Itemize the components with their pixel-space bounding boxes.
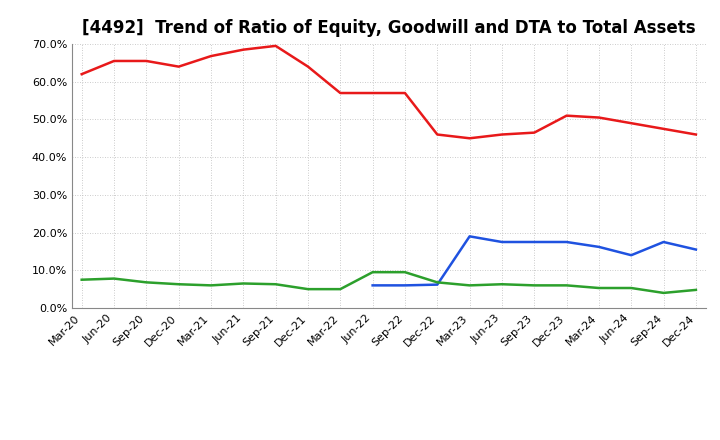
Line: Goodwill: Goodwill	[373, 236, 696, 286]
Equity	[77, 72, 86, 77]
Equity	[627, 121, 636, 126]
Title: [4492]  Trend of Ratio of Equity, Goodwill and DTA to Total Assets: [4492] Trend of Ratio of Equity, Goodwil…	[82, 19, 696, 37]
Goodwill	[465, 234, 474, 239]
Goodwill	[562, 239, 571, 245]
Equity	[174, 64, 183, 69]
Goodwill	[433, 282, 441, 287]
Deferred Tax Assets	[400, 270, 409, 275]
Equity	[660, 126, 668, 132]
Deferred Tax Assets	[660, 290, 668, 296]
Deferred Tax Assets	[174, 282, 183, 287]
Equity	[433, 132, 441, 137]
Deferred Tax Assets	[207, 283, 215, 288]
Deferred Tax Assets	[692, 287, 701, 293]
Equity	[336, 90, 345, 95]
Deferred Tax Assets	[530, 283, 539, 288]
Deferred Tax Assets	[304, 286, 312, 292]
Deferred Tax Assets	[271, 282, 280, 287]
Goodwill	[498, 239, 506, 245]
Deferred Tax Assets	[336, 286, 345, 292]
Equity	[595, 115, 603, 120]
Line: Deferred Tax Assets: Deferred Tax Assets	[81, 272, 696, 293]
Equity	[239, 47, 248, 52]
Equity	[369, 90, 377, 95]
Goodwill	[627, 253, 636, 258]
Goodwill	[692, 247, 701, 252]
Equity	[400, 90, 409, 95]
Deferred Tax Assets	[369, 270, 377, 275]
Deferred Tax Assets	[595, 286, 603, 291]
Equity	[142, 59, 150, 64]
Goodwill	[400, 283, 409, 288]
Equity	[692, 132, 701, 137]
Equity	[207, 53, 215, 59]
Equity	[498, 132, 506, 137]
Deferred Tax Assets	[77, 277, 86, 282]
Deferred Tax Assets	[239, 281, 248, 286]
Goodwill	[660, 239, 668, 245]
Goodwill	[369, 283, 377, 288]
Line: Equity: Equity	[81, 46, 696, 138]
Deferred Tax Assets	[142, 280, 150, 285]
Deferred Tax Assets	[562, 283, 571, 288]
Equity	[465, 136, 474, 141]
Deferred Tax Assets	[433, 280, 441, 285]
Deferred Tax Assets	[627, 286, 636, 291]
Equity	[271, 43, 280, 48]
Deferred Tax Assets	[109, 276, 118, 281]
Equity	[109, 59, 118, 64]
Equity	[530, 130, 539, 135]
Goodwill	[530, 239, 539, 245]
Deferred Tax Assets	[498, 282, 506, 287]
Equity	[304, 64, 312, 69]
Equity	[562, 113, 571, 118]
Deferred Tax Assets	[465, 283, 474, 288]
Goodwill	[595, 244, 603, 249]
